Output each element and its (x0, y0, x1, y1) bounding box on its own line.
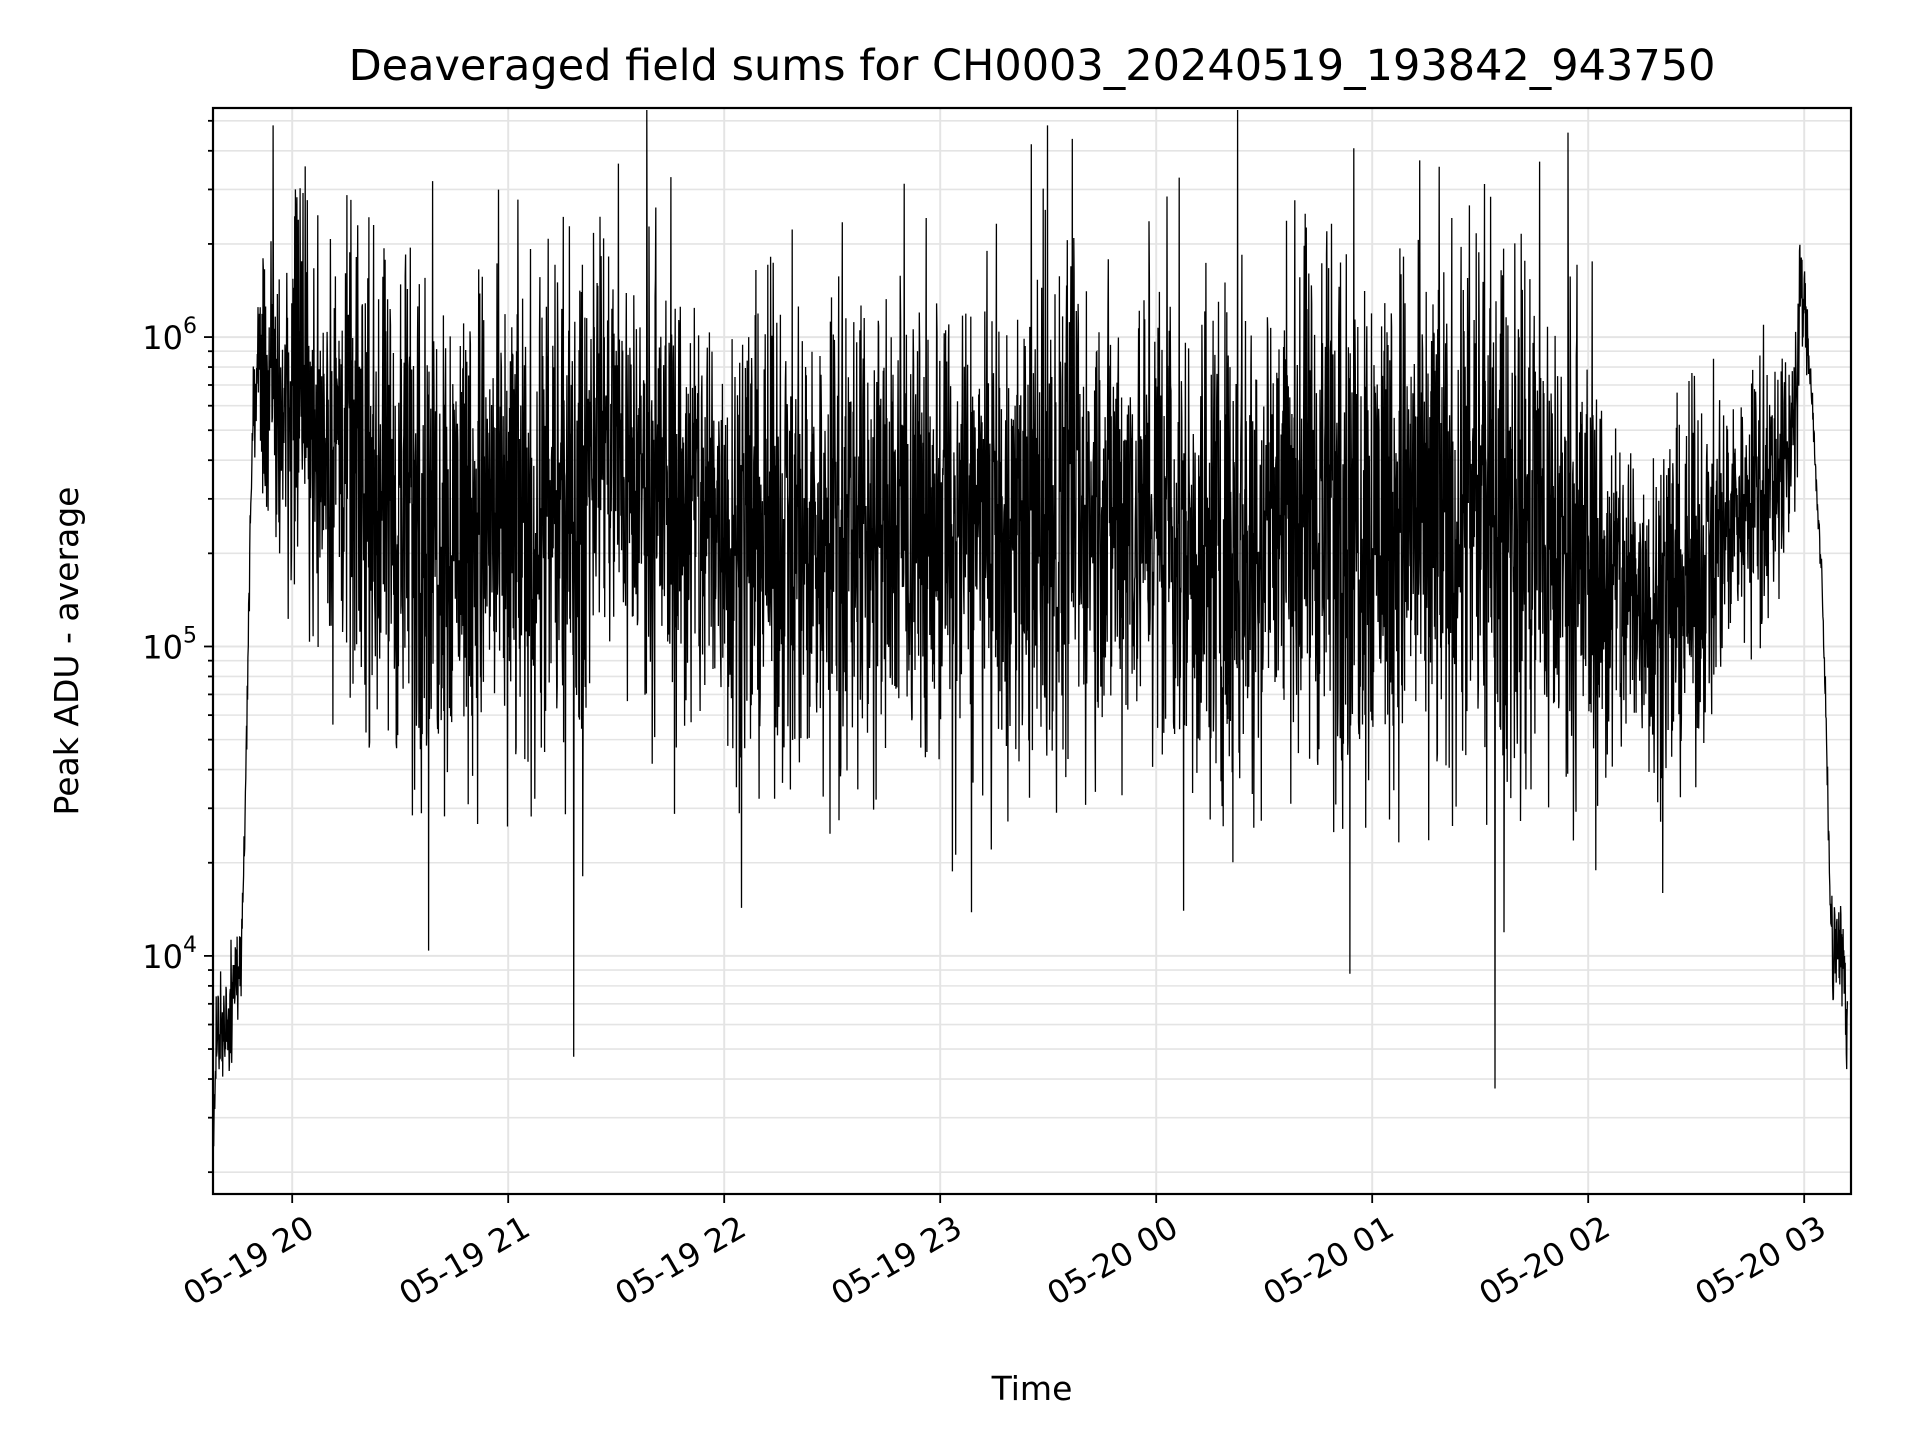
y-tick-label: 104 (142, 933, 197, 976)
plot-layer (213, 109, 1849, 1148)
x-tick-label: 05-20 00 (1041, 1208, 1185, 1313)
chart-title: Deaveraged field sums for CH0003_2024051… (349, 41, 1716, 91)
x-tick-label: 05-19 23 (825, 1208, 969, 1313)
y-tick-label: 105 (142, 623, 197, 666)
x-tick-label: 05-19 21 (393, 1208, 537, 1313)
x-tick-label: 05-20 03 (1689, 1208, 1833, 1313)
x-tick-label: 05-20 02 (1473, 1208, 1617, 1313)
x-tick-label: 05-20 01 (1257, 1208, 1401, 1313)
x-tick-label: 05-19 22 (609, 1208, 753, 1313)
y-tick-label: 106 (142, 314, 197, 357)
plot-frame (211, 106, 1853, 1196)
x-tick-label: 05-19 20 (177, 1208, 321, 1313)
series-line-peak-adu (213, 109, 1849, 1148)
y-axis-title: Peak ADU - average (47, 487, 86, 816)
x-axis-title: Time (991, 1369, 1073, 1408)
